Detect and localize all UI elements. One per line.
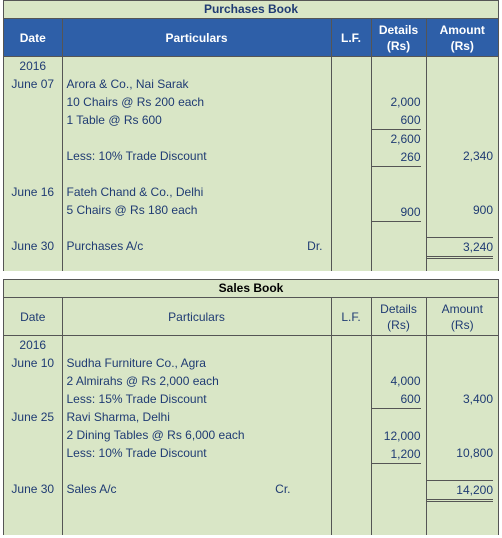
amount-value: 10,800 [456,446,493,460]
detail-value: 4,000 [390,374,421,388]
entry-date: June 07 [11,77,55,91]
purchases-body-row: 2016 June 07 June 16 June 30 Arora & Co.… [4,56,498,271]
detail-value: 600 [400,113,421,127]
cr-marker: Cr. [275,482,291,496]
date-column: 2016 June 10 June 25 June 30 [4,335,62,535]
details-column: 2,000 600 2,600 260 900 [370,56,426,271]
header-details: Details (Rs) [370,19,426,57]
header-date: Date [4,19,62,57]
header-amount: Amount (Rs) [425,19,498,57]
sales-header-row: Date Particulars L.F. Details (Rs) Amount… [4,298,498,336]
party-name: Fateh Chand & Co., Delhi [66,185,204,199]
item-line: 2 Dining Tables @ Rs 6,000 each [66,428,245,442]
detail-value: 2,000 [390,95,421,109]
purchases-book: Purchases Book Date Particulars L.F. Det… [3,0,499,271]
detail-value: 12,000 [383,429,421,443]
total-date: June 30 [11,239,55,253]
amount-column: 3,400 10,800 14,200 [425,335,498,535]
party-name: Sudha Furniture Co., Agra [66,356,206,370]
item-line: 10 Chairs @ Rs 200 each [66,95,205,109]
total-line: Sales A/c Cr. [67,480,331,498]
item-line: 1 Table @ Rs 600 [66,113,162,127]
purchases-header-row: Date Particulars L.F. Details (Rs) Amount… [4,19,498,57]
year: 2016 [19,59,47,73]
entry-date: June 10 [11,356,55,370]
total-amount: 14,200 [426,480,493,502]
discount-line: Less: 15% Trade Discount [66,392,207,406]
header-amount: Amount (Rs) [425,298,498,336]
header-lf: L.F. [330,298,371,336]
total-date: June 30 [11,482,55,496]
entry-date: June 25 [11,410,55,424]
party-name: Ravi Sharma, Delhi [66,410,170,424]
date-column: 2016 June 07 June 16 June 30 [4,56,62,271]
entry-date: June 16 [11,185,55,199]
discount-line: Less: 10% Trade Discount [66,149,207,163]
lf-column [330,56,371,271]
purchases-table: Date Particulars L.F. Details (Rs) Amount… [4,19,498,271]
total-line: Purchases A/c Dr. [67,237,331,255]
year: 2016 [19,338,47,352]
total-label: Sales A/c [66,482,117,496]
item-line: 2 Almirahs @ Rs 2,000 each [66,374,219,388]
amount-value: 900 [472,203,493,217]
header-particulars: Particulars [61,298,331,336]
purchases-book-title: Purchases Book [4,1,498,19]
total-amount: 3,240 [426,237,493,259]
sales-book-title: Sales Book [4,280,498,298]
header-lf: L.F. [330,19,371,57]
particulars-column: Sudha Furniture Co., Agra 2 Almirahs @ R… [61,335,331,535]
amount-column: 2,340 900 3,240 [425,56,498,271]
total-label: Purchases A/c [66,239,144,253]
sales-body-row: 2016 June 10 June 25 June 30 Sudha Furni… [4,335,498,535]
amount-value: 2,340 [462,149,493,163]
details-column: 4,000 600 12,000 1,200 [370,335,426,535]
subtotal-value: 2,600 [371,129,421,148]
detail-value: 900 [400,205,421,219]
header-details: Details (Rs) [370,298,426,336]
discount-line: Less: 10% Trade Discount [66,446,207,460]
party-name: Arora & Co., Nai Sarak [66,77,189,91]
header-particulars: Particulars [61,19,331,57]
sales-book: Sales Book Date Particulars L.F. Details… [3,279,499,535]
detail-value: 600 [400,392,421,406]
amount-value: 3,400 [462,392,493,406]
detail-value: 1,200 [390,447,421,461]
dr-marker: Dr. [307,239,323,253]
sales-table: Date Particulars L.F. Details (Rs) Amount… [4,298,498,535]
particulars-column: Arora & Co., Nai Sarak 10 Chairs @ Rs 20… [61,56,331,271]
discount-value: 260 [400,150,421,164]
lf-column [330,335,371,535]
item-line: 5 Chairs @ Rs 180 each [66,203,198,217]
header-date: Date [4,298,62,336]
